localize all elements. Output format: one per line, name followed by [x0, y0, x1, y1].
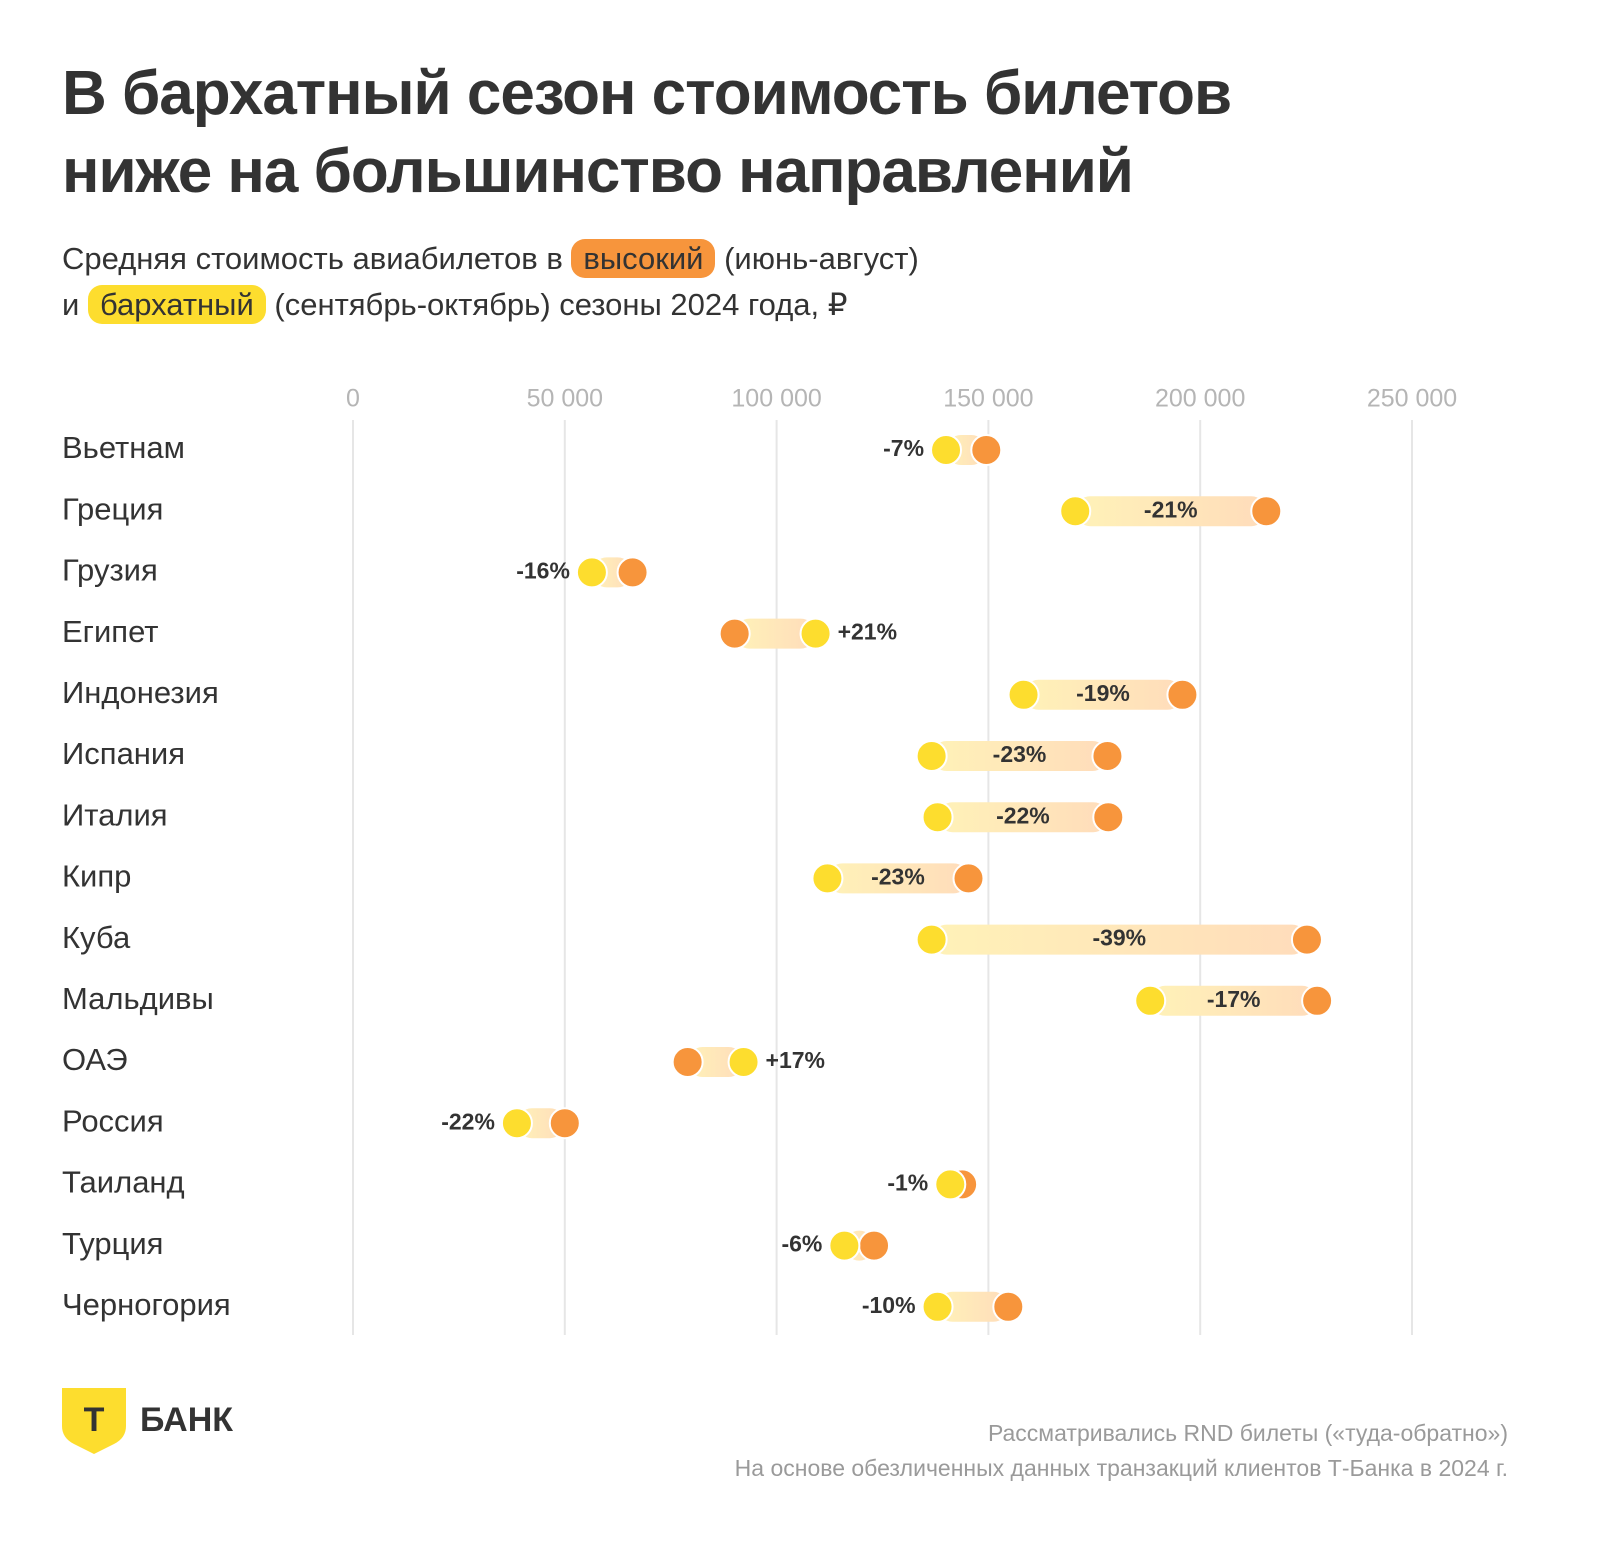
notes: Рассматривались RND билеты («туда-обратн…	[735, 1416, 1508, 1486]
legend-entry: высокий	[571, 239, 716, 278]
range-bar	[937, 1291, 1009, 1322]
dot-velvet	[1059, 495, 1092, 528]
change-label: -19%	[1076, 680, 1130, 706]
range-bar	[931, 924, 1307, 955]
note: Рассматривались RND билеты («туда-обратн…	[987, 1420, 1508, 1446]
subtitle-text: и	[62, 287, 80, 322]
title-line: ниже на большинство направлений	[62, 137, 1134, 206]
change-label: -22%	[996, 802, 1050, 828]
range-bar	[937, 802, 1109, 833]
dot-high	[1091, 740, 1124, 772]
subtitle-line: Средняя стоимость авиабилетов в высокий …	[62, 236, 919, 282]
category-label: Испания	[62, 736, 185, 771]
change-label: -16%	[516, 557, 570, 583]
dot-high	[1250, 495, 1283, 528]
dot-velvet	[1007, 678, 1040, 711]
dot-high	[718, 617, 751, 650]
dot-high	[1092, 801, 1125, 834]
category-label: Куба	[62, 920, 131, 955]
subtitle-text: Средняя стоимость авиабилетов в	[62, 241, 563, 276]
dot-high	[858, 1229, 891, 1262]
dot-high	[1166, 678, 1199, 711]
dot-velvet	[828, 1229, 861, 1262]
category-label: Вьетнам	[62, 430, 185, 465]
dot-velvet	[727, 1046, 760, 1078]
category-label: Черногория	[62, 1287, 231, 1322]
x-tick-label: 200 000	[1155, 385, 1245, 413]
chart: 0 50 000 100 000 150 000 200 000 250 000 Вьетн…	[62, 385, 1457, 1335]
category-label: Индонезия	[62, 675, 219, 710]
range-bar	[827, 863, 969, 894]
change-label: +17%	[766, 1047, 825, 1073]
dot-high	[671, 1046, 704, 1078]
range-bar	[931, 741, 1108, 771]
dot-high	[548, 1107, 581, 1140]
x-tick-label: 0	[346, 385, 360, 413]
dot-velvet	[575, 556, 608, 589]
range-bar	[1023, 679, 1183, 710]
category-label: ОАЭ	[62, 1042, 128, 1077]
category-label: Греция	[62, 491, 163, 526]
logo-shield	[62, 1388, 126, 1454]
x-tick-label: 100 000	[731, 385, 821, 413]
logo: Т БАНК	[62, 1388, 233, 1454]
change-label: -23%	[993, 741, 1047, 767]
change-label: -22%	[441, 1108, 495, 1134]
change-label: -7%	[883, 435, 924, 461]
dot-velvet	[799, 617, 832, 650]
dot-velvet	[934, 1168, 967, 1201]
change-label: -6%	[781, 1231, 822, 1257]
category-label: Италия	[62, 797, 168, 832]
dot-high	[992, 1290, 1025, 1323]
dot-velvet	[915, 923, 948, 956]
range-bar	[734, 618, 816, 649]
category-label: Россия	[62, 1103, 164, 1138]
subtitle-line: и бархатный (сентябрь-октябрь) сезоны 20…	[62, 282, 919, 328]
range-bar	[1075, 496, 1267, 527]
dot-high	[1301, 984, 1334, 1017]
category-label: Кипр	[62, 859, 131, 894]
category-label: Таиланд	[62, 1165, 185, 1200]
legend-entry: бархатный	[87, 285, 266, 324]
x-tick-label: 250 000	[1367, 385, 1457, 413]
note: На основе обезличенных данных транзакций…	[734, 1455, 1508, 1481]
dot-velvet	[921, 1290, 954, 1323]
dot-velvet	[811, 862, 844, 895]
change-label: -21%	[1144, 496, 1198, 522]
dot-high	[952, 862, 985, 895]
subtitle-text: (июнь-август)	[724, 241, 919, 276]
change-label: +21%	[838, 619, 897, 645]
subtitle: Средняя стоимость авиабилетов в высокий …	[62, 236, 919, 328]
category-label: Грузия	[62, 553, 158, 588]
x-tick-label: 50 000	[527, 385, 603, 413]
change-label: -39%	[1092, 925, 1146, 951]
dot-velvet	[500, 1107, 533, 1140]
dot-velvet	[915, 740, 948, 772]
logo-text: БАНК	[140, 1401, 233, 1439]
logo-mark: Т	[84, 1401, 105, 1439]
category-label: Турция	[62, 1226, 163, 1261]
change-label: -1%	[887, 1169, 928, 1195]
change-label: -17%	[1207, 986, 1261, 1012]
category-label: Египет	[62, 614, 159, 649]
dot-high	[970, 434, 1003, 466]
change-label: -23%	[871, 863, 925, 889]
dot-velvet	[1134, 984, 1167, 1017]
title: В бархатный сезон стоимость билетов ниже…	[62, 55, 1232, 211]
x-tick-label: 150 000	[943, 385, 1033, 413]
dot-high	[1290, 923, 1323, 956]
dot-velvet	[930, 434, 963, 466]
range-bar	[1150, 985, 1318, 1016]
subtitle-text: (сентябрь-октябрь) сезоны 2024 года, ₽	[274, 287, 848, 322]
dot-velvet	[921, 801, 954, 834]
category-label: Мальдивы	[62, 981, 214, 1016]
change-label: -10%	[862, 1292, 916, 1318]
dot-high	[616, 556, 649, 589]
title-line: В бархатный сезон стоимость билетов	[62, 59, 1232, 128]
